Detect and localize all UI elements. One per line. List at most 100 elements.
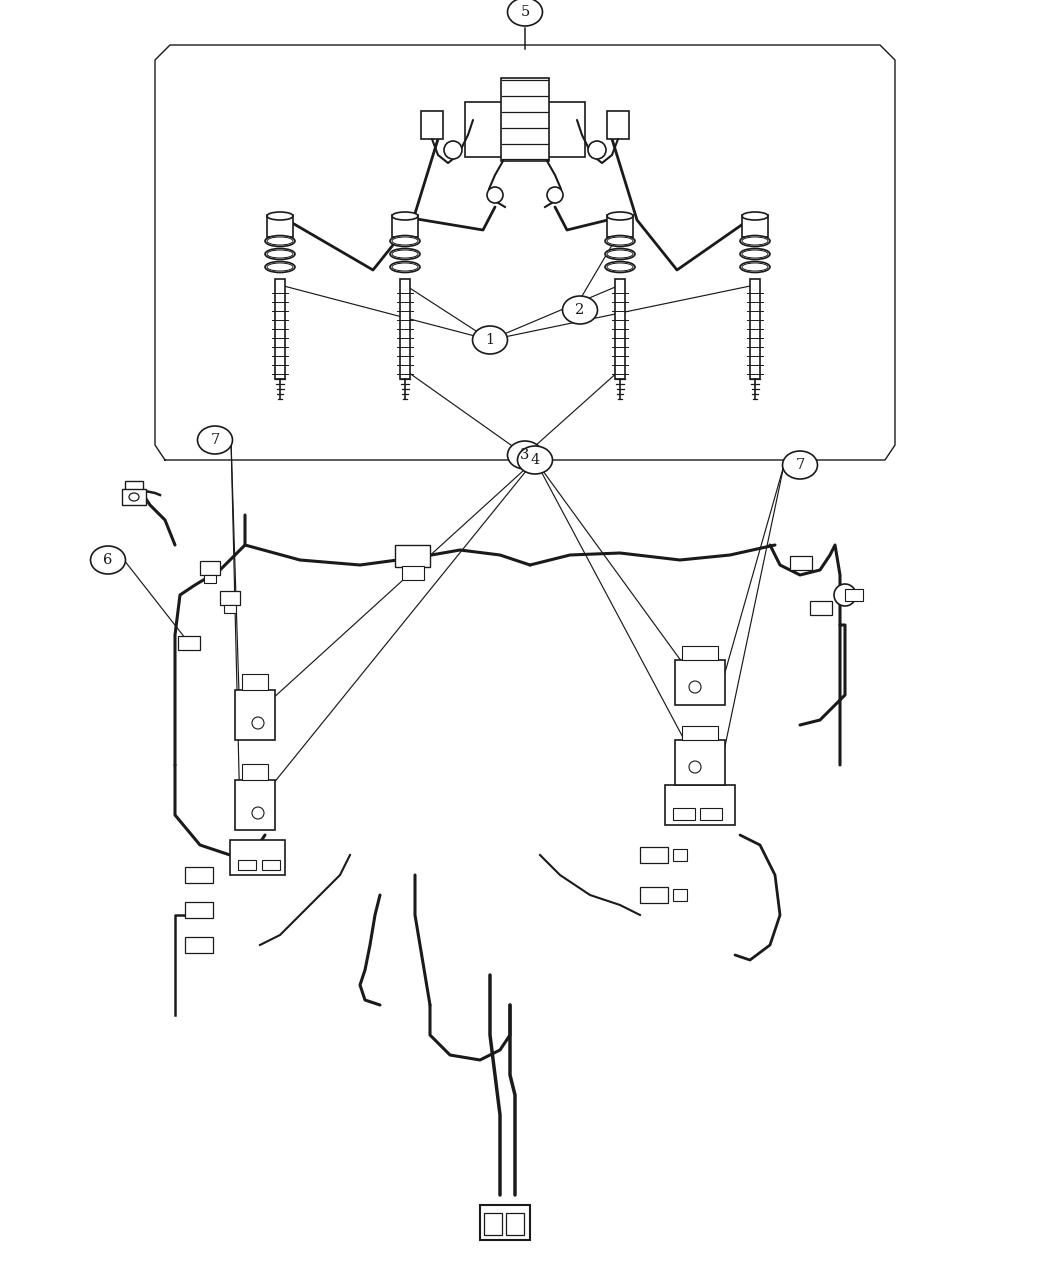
Ellipse shape <box>742 263 768 272</box>
Ellipse shape <box>742 250 768 258</box>
Bar <box>262 861 280 870</box>
Circle shape <box>252 717 264 729</box>
Ellipse shape <box>90 546 126 574</box>
Bar <box>400 279 410 379</box>
Text: 5: 5 <box>521 5 529 19</box>
Bar <box>185 867 213 884</box>
Bar <box>640 887 668 903</box>
Bar <box>607 111 629 139</box>
Ellipse shape <box>129 493 139 501</box>
Bar <box>501 78 549 161</box>
Text: 7: 7 <box>210 434 219 448</box>
Bar <box>395 544 430 567</box>
Bar <box>673 889 687 901</box>
Ellipse shape <box>607 250 633 258</box>
Ellipse shape <box>390 249 420 260</box>
Text: 1: 1 <box>485 333 495 347</box>
Ellipse shape <box>605 236 635 246</box>
Bar <box>810 601 832 615</box>
Ellipse shape <box>267 263 293 272</box>
Bar <box>682 646 718 660</box>
Bar <box>742 215 768 237</box>
Bar <box>185 901 213 918</box>
Bar <box>421 111 443 139</box>
Ellipse shape <box>390 236 420 246</box>
Ellipse shape <box>197 426 232 454</box>
Ellipse shape <box>267 237 293 245</box>
Ellipse shape <box>740 249 770 260</box>
Text: 4: 4 <box>530 453 540 467</box>
Circle shape <box>689 681 701 694</box>
Ellipse shape <box>392 250 418 258</box>
Text: 7: 7 <box>796 458 804 472</box>
Bar <box>235 690 275 740</box>
Circle shape <box>588 142 606 159</box>
Text: 3: 3 <box>521 448 529 462</box>
Bar <box>615 279 625 379</box>
Bar <box>790 556 812 570</box>
Bar <box>675 660 724 705</box>
Bar <box>230 840 285 875</box>
Bar <box>750 279 760 379</box>
Bar <box>242 674 268 690</box>
Bar <box>607 215 633 237</box>
Bar <box>200 561 220 575</box>
Ellipse shape <box>267 250 293 258</box>
Bar <box>220 592 240 606</box>
Ellipse shape <box>265 249 295 260</box>
Ellipse shape <box>392 263 418 272</box>
Bar <box>224 606 236 613</box>
Bar <box>665 785 735 825</box>
Ellipse shape <box>782 451 818 479</box>
Ellipse shape <box>605 261 635 273</box>
Ellipse shape <box>507 441 543 469</box>
Bar <box>122 490 146 505</box>
Circle shape <box>487 187 503 203</box>
Bar <box>675 740 724 785</box>
Bar <box>267 215 293 237</box>
Ellipse shape <box>472 326 507 354</box>
Circle shape <box>689 761 701 773</box>
Bar <box>178 636 200 650</box>
Ellipse shape <box>392 212 418 221</box>
Bar <box>242 764 268 780</box>
Ellipse shape <box>742 237 768 245</box>
Circle shape <box>252 807 264 819</box>
Bar <box>238 861 256 870</box>
Bar <box>484 1213 502 1235</box>
Ellipse shape <box>563 296 597 324</box>
Ellipse shape <box>267 212 293 221</box>
Bar <box>845 589 863 601</box>
Bar <box>673 808 695 820</box>
Bar <box>204 575 216 583</box>
Ellipse shape <box>740 236 770 246</box>
Bar <box>275 279 285 379</box>
Ellipse shape <box>740 261 770 273</box>
Ellipse shape <box>607 212 633 221</box>
Bar <box>465 102 585 157</box>
Bar <box>506 1213 524 1235</box>
Ellipse shape <box>507 0 543 26</box>
Bar <box>235 780 275 830</box>
Ellipse shape <box>265 261 295 273</box>
Bar <box>480 1205 530 1241</box>
Bar <box>125 481 143 493</box>
Bar <box>673 849 687 861</box>
Ellipse shape <box>834 584 856 606</box>
Bar <box>392 215 418 237</box>
Circle shape <box>547 187 563 203</box>
Text: 6: 6 <box>103 553 112 567</box>
Bar <box>402 566 424 580</box>
Bar <box>682 725 718 739</box>
Bar <box>700 808 722 820</box>
Bar <box>640 847 668 863</box>
Ellipse shape <box>518 446 552 474</box>
Ellipse shape <box>392 237 418 245</box>
Ellipse shape <box>742 212 768 221</box>
Bar <box>185 937 213 952</box>
Circle shape <box>444 142 462 159</box>
Ellipse shape <box>390 261 420 273</box>
Ellipse shape <box>607 263 633 272</box>
Ellipse shape <box>607 237 633 245</box>
Text: 2: 2 <box>575 303 585 317</box>
